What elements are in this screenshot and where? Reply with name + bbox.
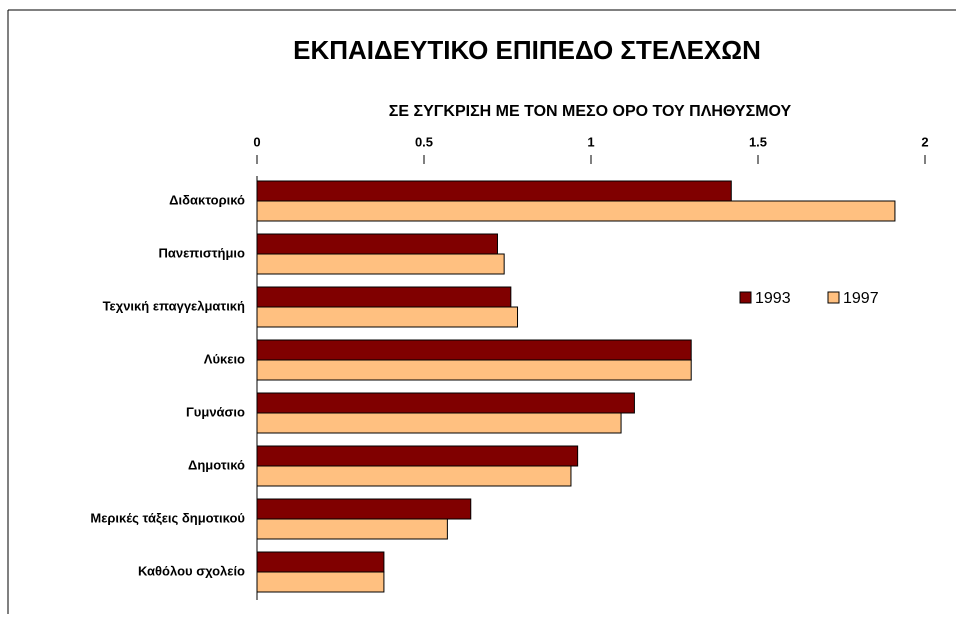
bar (256, 233, 498, 255)
bar (256, 392, 635, 414)
chart-subtitle: ΣΕ ΣΥΓΚΡΙΣΗ ΜΕ ΤΟΝ ΜΕΣΟ ΟΡΟ ΤΟΥ ΠΛΗΘΥΣΜΟ… (389, 103, 792, 120)
y-tick-label: Πανεπιστήμιο (159, 245, 246, 260)
y-tick-label: Καθόλου σχολείο (138, 563, 245, 578)
y-tick-label: Διδακτορικό (169, 192, 245, 207)
y-tick-label: Δημοτικό (188, 457, 245, 472)
legend-label: 1993 (755, 290, 791, 307)
legend-swatch (827, 291, 840, 304)
y-tick-label: Μερικές τάξεις δημοτικού (90, 510, 245, 525)
bar (256, 180, 732, 202)
bar (256, 412, 622, 434)
y-tick-label: Τεχνική επαγγελματική (103, 298, 245, 313)
bar (256, 306, 519, 328)
y-tick-label: Λύκειο (204, 351, 245, 366)
y-tick-label: Γυμνάσιο (186, 404, 245, 419)
legend-swatch (739, 291, 752, 304)
bar (256, 253, 505, 275)
x-tick-label: 0.5 (415, 134, 433, 149)
bar (256, 339, 692, 361)
chart-title: ΕΚΠΑΙΔΕΥΤΙΚΟ ΕΠΙΠΕΔΟ ΣΤΕΛΕΧΩΝ (293, 35, 761, 65)
x-tick-label: 2 (921, 134, 928, 149)
x-tick-label: 1.5 (749, 134, 767, 149)
bar (256, 286, 512, 308)
legend-label: 1997 (843, 290, 879, 307)
bar (256, 200, 896, 222)
x-tick-label: 1 (587, 134, 594, 149)
bar (256, 359, 692, 381)
bar (256, 445, 579, 467)
bar (256, 551, 385, 573)
bar (256, 465, 572, 487)
bar (256, 571, 385, 593)
bar (256, 518, 448, 540)
x-tick-label: 0 (253, 134, 260, 149)
bar (256, 498, 472, 520)
